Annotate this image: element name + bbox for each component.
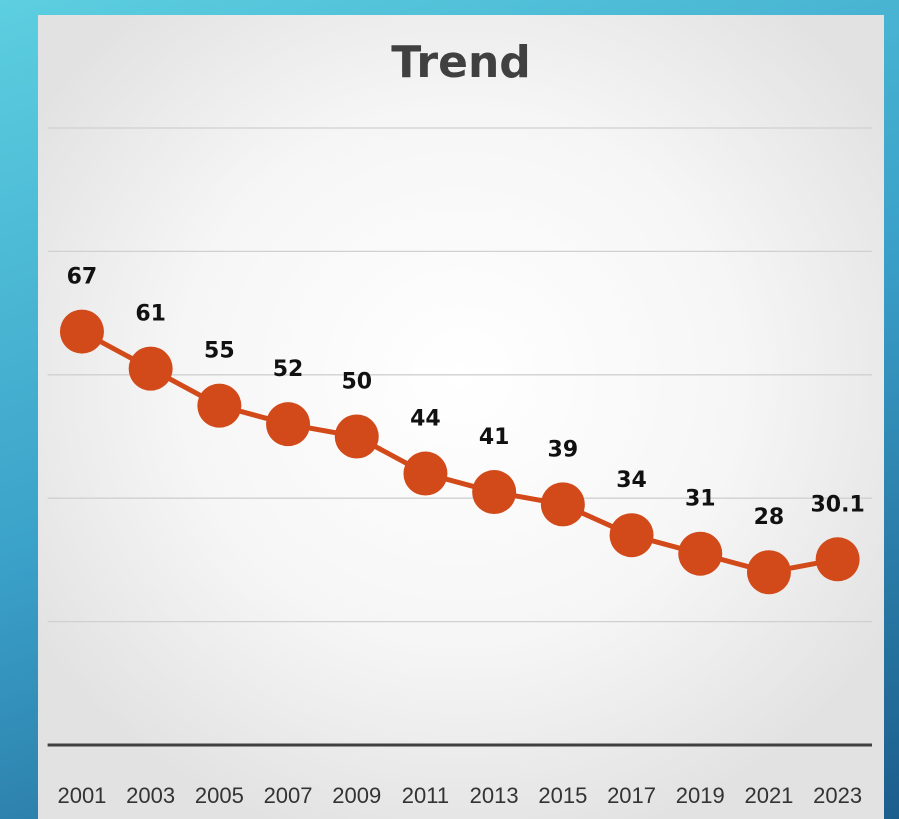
data-label: 55 [204, 339, 235, 364]
data-label: 31 [685, 487, 716, 512]
data-label: 39 [548, 437, 579, 462]
data-label: 28 [754, 505, 785, 530]
data-label: 52 [273, 357, 304, 382]
data-point [540, 482, 585, 527]
data-point [678, 531, 723, 576]
x-tick-label: 2019 [676, 783, 725, 808]
data-point [197, 383, 242, 428]
data-point [746, 550, 791, 595]
x-tick-label: 2023 [813, 783, 862, 808]
x-tick-label: 2003 [126, 783, 175, 808]
data-label: 67 [67, 265, 98, 290]
data-label: 61 [135, 302, 166, 327]
data-point [334, 414, 379, 459]
x-tick-label: 2007 [264, 783, 313, 808]
x-tick-label: 2005 [195, 783, 244, 808]
x-tick-label: 2009 [332, 783, 381, 808]
data-label: 44 [410, 407, 441, 432]
data-point [59, 309, 104, 354]
x-tick-label: 2011 [402, 783, 449, 808]
chart-title: Trend [391, 37, 531, 88]
data-point [403, 451, 448, 496]
x-tick-label: 2001 [57, 783, 106, 808]
data-point [128, 346, 173, 391]
data-label: 41 [479, 425, 510, 450]
data-point [609, 513, 654, 558]
data-label: 50 [341, 370, 372, 395]
data-point [266, 402, 311, 447]
data-label: 30.1 [811, 492, 865, 517]
data-label: 34 [616, 468, 647, 493]
x-tick-label: 2021 [744, 783, 793, 808]
x-tick-label: 2017 [607, 783, 656, 808]
data-point [472, 470, 517, 515]
chart-card [38, 15, 884, 819]
x-tick-label: 2015 [538, 783, 587, 808]
data-point [815, 537, 860, 582]
x-tick-label: 2013 [470, 783, 519, 808]
